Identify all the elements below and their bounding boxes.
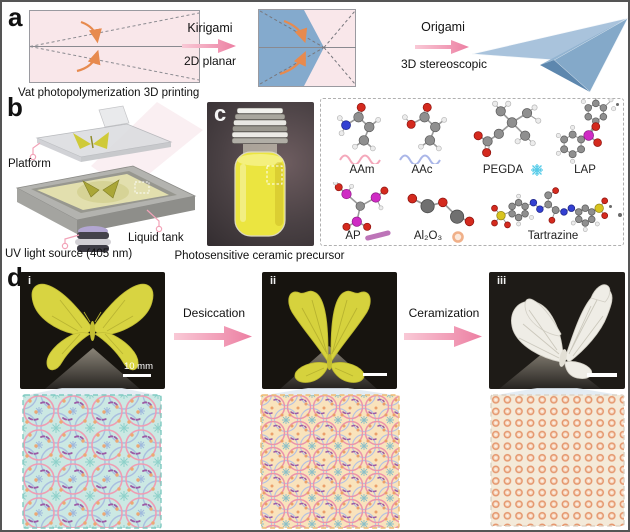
kirigami-arrow-icon: [182, 39, 236, 53]
subpanel-i-label: i: [28, 275, 32, 287]
scale-bar: [587, 373, 617, 377]
platform-callout-label: Platform: [8, 158, 51, 170]
flat-sheet-graphic: [29, 10, 200, 83]
uv-source-callout-label: UV light source (405 nm): [5, 248, 133, 260]
zoom-cone: [491, 388, 625, 396]
vat-printer-graphic: [15, 102, 203, 252]
subpanel-ii-label: ii: [270, 275, 277, 287]
dried-microstructure-schematic: [260, 394, 400, 529]
ceramization-arrow-icon: [404, 326, 482, 347]
particle-ring-icon: [452, 231, 464, 243]
origami-arrow-icon: [415, 40, 469, 54]
kirigami-step-title: Kirigami: [187, 21, 233, 35]
photo-dried-butterfly: ii: [262, 272, 397, 389]
scale-bar: [363, 372, 387, 376]
tartrazine-molecule-icon: [491, 187, 609, 232]
origami-step-subtitle: 3D stereoscopic: [400, 57, 488, 71]
photo-printed-butterfly: i 10 mm: [20, 272, 165, 389]
stray-dot: [609, 205, 612, 208]
chemicals-box: [320, 98, 624, 246]
butterfly-iii-graphic: [499, 284, 613, 389]
butterfly-i-graphic: [31, 283, 154, 389]
tartrazine-label: Tartrazine: [527, 230, 579, 242]
ceramization-step-label: Ceramization: [408, 306, 480, 320]
ap-label: AP: [345, 230, 361, 242]
pegda-label: PEGDA: [482, 164, 524, 176]
photo-ceramic-butterfly: iii: [489, 272, 625, 389]
ceramic-microstructure-schematic: [490, 394, 625, 527]
precursor-photo: c: [207, 102, 314, 246]
panel-c-caption: Photosensitive ceramic precursor: [174, 250, 345, 262]
gel-microstructure-schematic: [22, 394, 162, 529]
desiccation-arrow-icon: [174, 326, 252, 347]
ap-molecule-icon: [332, 182, 389, 231]
lap-molecule-icon: [555, 98, 617, 164]
butterfly-ii-graphic: [280, 290, 377, 389]
stray-dot: [618, 213, 622, 217]
pegda-molecule-icon: [473, 100, 542, 158]
zoom-cone: [260, 388, 400, 396]
panel-c-label: c: [214, 101, 227, 126]
rod-icon: [365, 230, 391, 241]
subpanel-iii-label: iii: [497, 275, 507, 287]
alumina-molecule-icon: [407, 193, 475, 227]
desiccation-step-label: Desiccation: [182, 306, 246, 320]
panel-b-label: b: [7, 92, 23, 122]
aac-label: AAc: [411, 164, 433, 176]
scale-bar-label: 10 mm: [123, 361, 153, 372]
pink-wave-icon: [339, 154, 381, 164]
paper-plane-icon: [471, 17, 628, 93]
alumina-label: Al₂O₃: [413, 230, 443, 242]
zoom-cone: [22, 388, 162, 396]
liquid-tank-callout-label: Liquid tank: [128, 232, 184, 244]
kirigami-step-subtitle: 2D planar: [183, 54, 237, 68]
folded-sheet-graphic: [258, 9, 356, 87]
blue-wave-icon: [399, 154, 441, 164]
aac-molecule-icon: [402, 102, 447, 152]
panel-d-label: d: [7, 262, 23, 292]
lap-label: LAP: [574, 164, 596, 176]
panel-b-title: Vat photopolymerization 3D printing: [18, 87, 200, 99]
aam-molecule-icon: [336, 102, 381, 152]
vial-graphic: [231, 107, 289, 237]
aam-label: AAm: [349, 164, 375, 176]
scale-bar: [123, 374, 151, 377]
snowflake-icon: [531, 164, 543, 176]
panel-a-label: a: [8, 2, 23, 32]
origami-step-title: Origami: [421, 20, 465, 34]
stray-dot: [616, 103, 619, 106]
